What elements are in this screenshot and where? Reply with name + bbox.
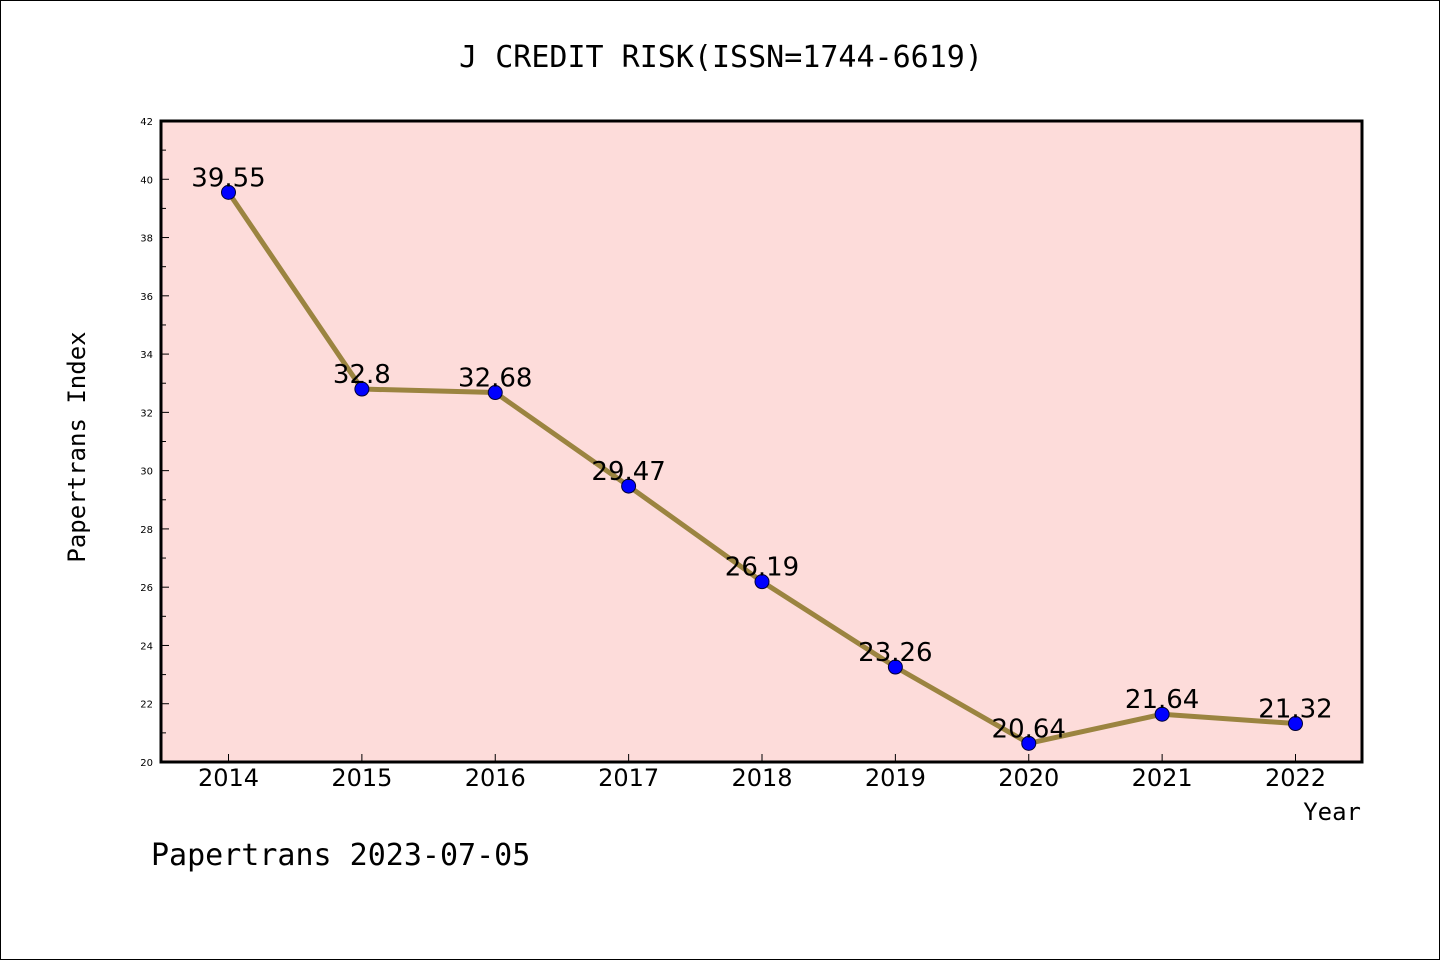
y-axis-label: Papertrans Index bbox=[63, 331, 91, 562]
data-label: 26.19 bbox=[725, 553, 799, 583]
y-tick-label: 34 bbox=[140, 350, 153, 361]
x-tick-label: 2014 bbox=[198, 764, 259, 792]
chart-title: J CREDIT RISK(ISSN=1744-6619) bbox=[459, 40, 983, 75]
data-point bbox=[1288, 716, 1303, 732]
data-label: 21.32 bbox=[1258, 695, 1332, 725]
x-tick-label: 2019 bbox=[865, 764, 926, 792]
data-label: 39.55 bbox=[191, 163, 265, 193]
data-label: 32.8 bbox=[333, 360, 391, 390]
x-tick-label: 2015 bbox=[331, 764, 392, 792]
y-tick-label: 20 bbox=[140, 758, 153, 769]
data-labels: 39.55 32.8 32.68 29.47 26.19 23.26 20.64 21.64 2… bbox=[191, 163, 1332, 744]
x-tick-label: 2022 bbox=[1265, 764, 1326, 792]
data-point bbox=[487, 385, 503, 401]
y-tick-label: 30 bbox=[140, 467, 153, 478]
data-point bbox=[621, 478, 637, 494]
footer-stamp: Papertrans 2023-07-05 bbox=[151, 838, 530, 873]
x-tick-label: 2016 bbox=[465, 764, 526, 792]
data-label: 20.64 bbox=[992, 714, 1066, 744]
x-axis-label: Year bbox=[1303, 798, 1361, 826]
y-tick-label: 32 bbox=[140, 408, 153, 419]
x-tick-label: 2017 bbox=[598, 764, 659, 792]
data-label: 21.64 bbox=[1125, 685, 1199, 715]
data-point bbox=[887, 659, 903, 675]
y-tick-label: 24 bbox=[140, 641, 153, 652]
y-tick-label: 38 bbox=[140, 234, 153, 245]
data-point bbox=[1154, 706, 1170, 722]
y-axis: 20 22 24 26 28 30 32 34 36 38 40 42 bbox=[140, 117, 169, 769]
plot-area bbox=[159, 119, 1364, 764]
data-label: 23.26 bbox=[858, 638, 932, 668]
y-tick-label: 36 bbox=[140, 292, 153, 303]
x-tick-label: 2018 bbox=[731, 764, 792, 792]
y-tick-label: 22 bbox=[140, 700, 153, 711]
data-point bbox=[221, 184, 236, 200]
data-point bbox=[354, 381, 370, 397]
x-tick-label: 2021 bbox=[1132, 764, 1193, 792]
data-point bbox=[754, 574, 770, 590]
data-points bbox=[221, 184, 1303, 751]
x-axis: 2014 2015 2016 2017 2018 2019 2020 2021 2022 bbox=[198, 754, 1326, 792]
y-tick-label: 42 bbox=[140, 117, 153, 128]
data-point bbox=[1021, 735, 1037, 751]
y-tick-label: 28 bbox=[140, 525, 153, 536]
data-label: 29.47 bbox=[591, 457, 665, 487]
data-label: 32.68 bbox=[458, 364, 532, 394]
y-tick-label: 26 bbox=[140, 583, 153, 594]
y-tick-label: 40 bbox=[140, 175, 153, 186]
x-tick-label: 2020 bbox=[998, 764, 1059, 792]
